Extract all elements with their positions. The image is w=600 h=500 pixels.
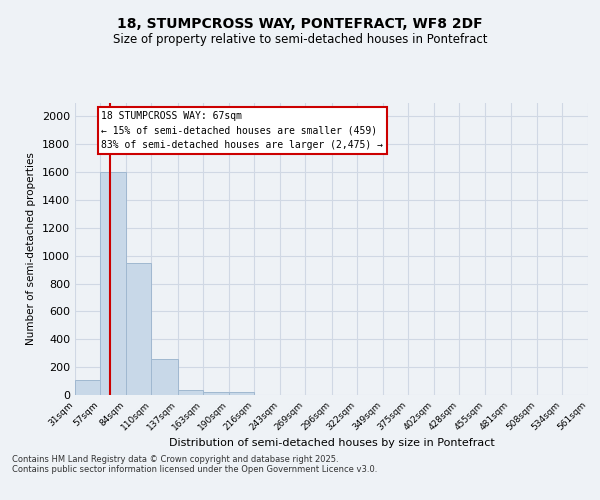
Bar bbox=[229, 392, 254, 395]
Bar bbox=[151, 360, 178, 395]
Text: Contains public sector information licensed under the Open Government Licence v3: Contains public sector information licen… bbox=[12, 466, 377, 474]
Bar bbox=[127, 262, 151, 395]
Bar bbox=[75, 380, 100, 395]
X-axis label: Distribution of semi-detached houses by size in Pontefract: Distribution of semi-detached houses by … bbox=[169, 438, 494, 448]
Bar bbox=[203, 392, 229, 395]
Text: Size of property relative to semi-detached houses in Pontefract: Size of property relative to semi-detach… bbox=[113, 32, 487, 46]
Text: 18, STUMPCROSS WAY, PONTEFRACT, WF8 2DF: 18, STUMPCROSS WAY, PONTEFRACT, WF8 2DF bbox=[117, 18, 483, 32]
Text: Contains HM Land Registry data © Crown copyright and database right 2025.: Contains HM Land Registry data © Crown c… bbox=[12, 456, 338, 464]
Bar bbox=[100, 172, 126, 395]
Text: 18 STUMPCROSS WAY: 67sqm
← 15% of semi-detached houses are smaller (459)
83% of : 18 STUMPCROSS WAY: 67sqm ← 15% of semi-d… bbox=[101, 111, 383, 150]
Bar bbox=[178, 390, 203, 395]
Y-axis label: Number of semi-detached properties: Number of semi-detached properties bbox=[26, 152, 37, 345]
